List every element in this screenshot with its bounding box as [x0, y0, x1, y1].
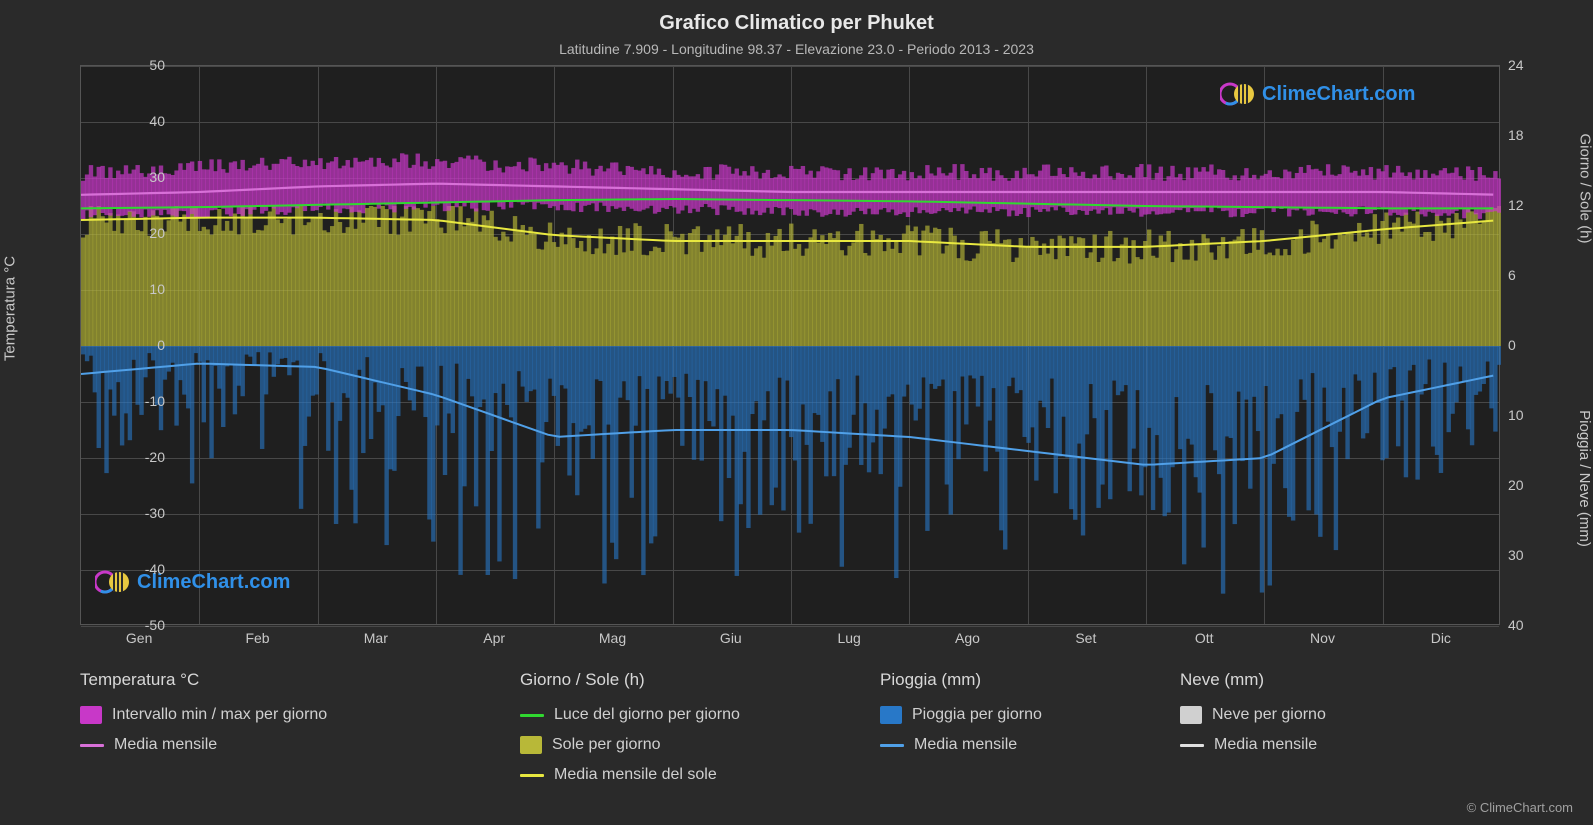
legend-header: Giorno / Sole (h) [520, 670, 740, 690]
legend-label: Sole per giorno [552, 736, 661, 754]
legend-swatch-icon [1180, 706, 1202, 724]
y-tick-left: -40 [105, 561, 165, 577]
x-tick-month: Ago [955, 630, 980, 646]
legend-item: Media mensile [1180, 736, 1326, 754]
y-tick-right: 30 [1508, 547, 1548, 563]
legend-label: Media mensile [1214, 736, 1317, 754]
x-tick-month: Apr [483, 630, 505, 646]
legend-label: Luce del giorno per giorno [554, 706, 740, 724]
chart-subtitle: Latitudine 7.909 - Longitudine 98.37 - E… [0, 35, 1593, 57]
y-axis-right-top-label: Giorno / Sole (h) [1577, 133, 1593, 243]
legend-swatch-icon [520, 736, 542, 754]
y-tick-left: 40 [105, 113, 165, 129]
x-tick-month: Ott [1195, 630, 1214, 646]
watermark-text: ClimeChart.com [1262, 83, 1415, 106]
y-tick-left: 0 [105, 337, 165, 353]
y-tick-right: 40 [1508, 617, 1548, 633]
x-tick-month: Giu [720, 630, 742, 646]
legend-item: Neve per giorno [1180, 706, 1326, 724]
y-tick-left: 30 [105, 169, 165, 185]
legend-column: Temperatura °C Intervallo min / max per g… [80, 670, 327, 754]
y-tick-left: -10 [105, 393, 165, 409]
legend-line-icon [80, 744, 104, 747]
y-tick-right: 20 [1508, 477, 1548, 493]
chart-title: Grafico Climatico per Phuket [0, 0, 1593, 35]
legend-item: Media mensile [80, 736, 327, 754]
legend-label: Media mensile [914, 736, 1017, 754]
y-tick-right: 10 [1508, 407, 1548, 423]
x-tick-month: Set [1075, 630, 1096, 646]
y-tick-left: -30 [105, 505, 165, 521]
legend-item: Media mensile del sole [520, 766, 740, 784]
y-tick-right: 12 [1508, 197, 1548, 213]
y-axis-left-label: Temperatura °C [2, 256, 19, 361]
copyright-text: © ClimeChart.com [1467, 800, 1573, 815]
plot-area [80, 65, 1500, 625]
x-tick-month: Nov [1310, 630, 1335, 646]
y-tick-right: 6 [1508, 267, 1548, 283]
legend-item: Luce del giorno per giorno [520, 706, 740, 724]
legend-header: Temperatura °C [80, 670, 327, 690]
legend-label: Pioggia per giorno [912, 706, 1042, 724]
legend-label: Media mensile del sole [554, 766, 717, 784]
legend-line-icon [520, 714, 544, 717]
legend-item: Sole per giorno [520, 736, 740, 754]
legend-label: Neve per giorno [1212, 706, 1326, 724]
y-tick-left: 10 [105, 281, 165, 297]
x-tick-month: Feb [245, 630, 269, 646]
watermark-top: ClimeChart.com [1220, 80, 1415, 108]
legend-swatch-icon [80, 706, 102, 724]
legend-label: Media mensile [114, 736, 217, 754]
x-tick-month: Lug [837, 630, 860, 646]
legend-column: Giorno / Sole (h) Luce del giorno per gio… [520, 670, 740, 784]
legend-item: Media mensile [880, 736, 1042, 754]
y-axis-right-bot-label: Pioggia / Neve (mm) [1577, 410, 1593, 547]
y-tick-right: 24 [1508, 57, 1548, 73]
legend-item: Pioggia per giorno [880, 706, 1042, 724]
legend-line-icon [880, 744, 904, 747]
x-tick-month: Dic [1431, 630, 1451, 646]
y-tick-right: 0 [1508, 337, 1548, 353]
y-tick-right: 18 [1508, 127, 1548, 143]
legend-label: Intervallo min / max per giorno [112, 706, 327, 724]
x-tick-month: Gen [126, 630, 152, 646]
x-tick-month: Mag [599, 630, 626, 646]
x-tick-month: Mar [364, 630, 388, 646]
legend-swatch-icon [880, 706, 902, 724]
legend-item: Intervallo min / max per giorno [80, 706, 327, 724]
legend-line-icon [520, 774, 544, 777]
legend-header: Pioggia (mm) [880, 670, 1042, 690]
legend-line-icon [1180, 744, 1204, 747]
logo-icon [1220, 80, 1256, 108]
climate-chart: Grafico Climatico per Phuket Latitudine … [0, 0, 1593, 825]
legend-column: Pioggia (mm) Pioggia per giorno Media mens… [880, 670, 1042, 754]
y-tick-left: -20 [105, 449, 165, 465]
legend-column: Neve (mm) Neve per giorno Media mensile [1180, 670, 1326, 754]
y-tick-left: 50 [105, 57, 165, 73]
legend-header: Neve (mm) [1180, 670, 1326, 690]
y-tick-left: 20 [105, 225, 165, 241]
